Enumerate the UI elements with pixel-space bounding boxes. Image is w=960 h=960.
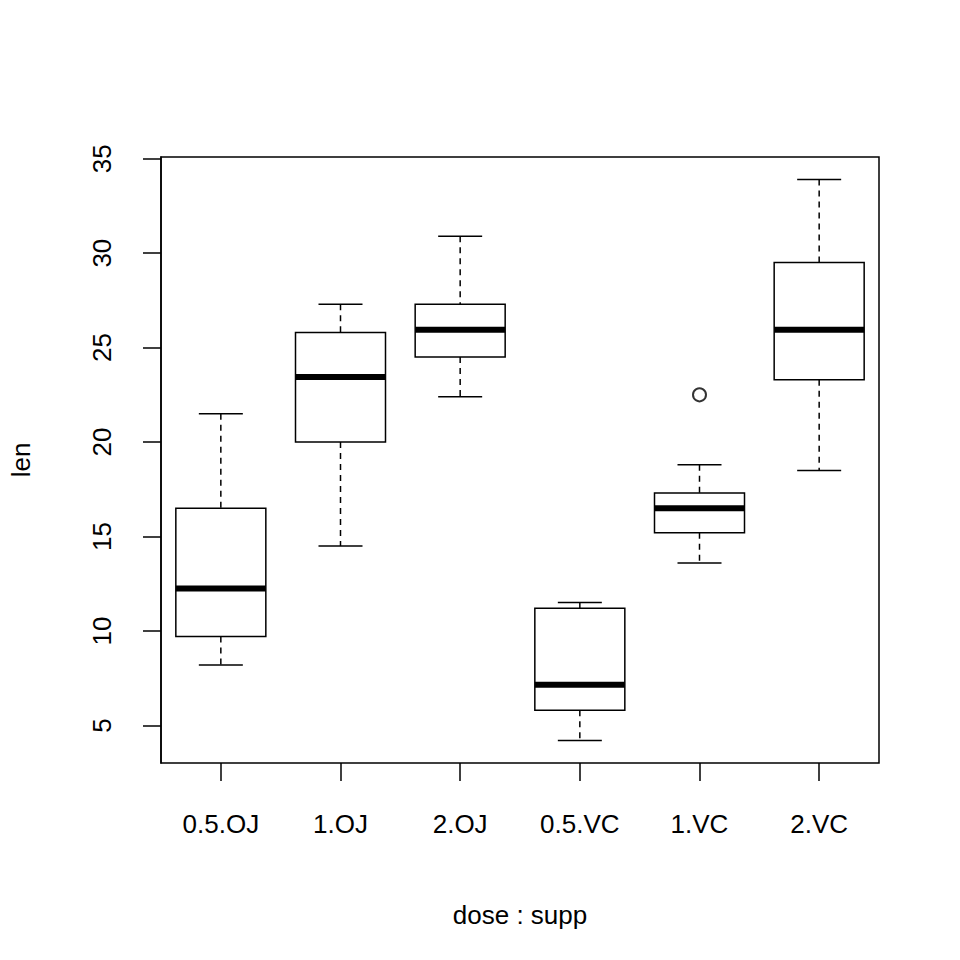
- svg-text:20: 20: [87, 428, 117, 457]
- svg-text:2.VC: 2.VC: [790, 809, 848, 839]
- svg-text:25: 25: [87, 333, 117, 362]
- svg-text:30: 30: [87, 239, 117, 268]
- svg-text:1.OJ: 1.OJ: [313, 809, 368, 839]
- svg-text:35: 35: [87, 144, 117, 173]
- svg-text:2.OJ: 2.OJ: [433, 809, 488, 839]
- svg-text:1.VC: 1.VC: [671, 809, 729, 839]
- svg-text:15: 15: [87, 522, 117, 551]
- svg-text:len: len: [6, 443, 36, 478]
- svg-text:10: 10: [87, 616, 117, 645]
- svg-text:0.5.OJ: 0.5.OJ: [183, 809, 260, 839]
- svg-text:0.5.VC: 0.5.VC: [540, 809, 620, 839]
- svg-text:dose : supp: dose : supp: [453, 900, 587, 930]
- svg-text:5: 5: [87, 718, 117, 732]
